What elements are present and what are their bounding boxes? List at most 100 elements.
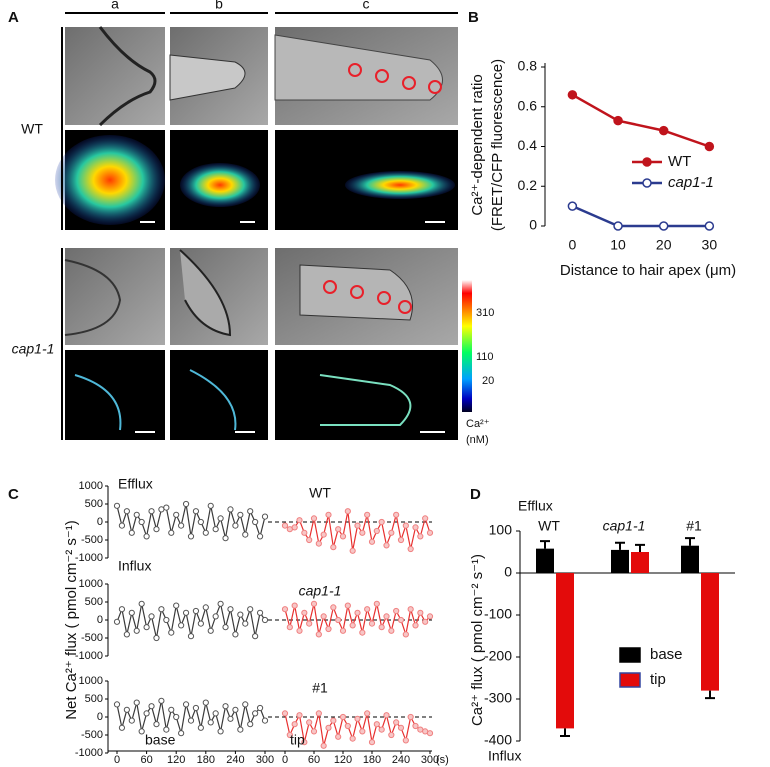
- y-tick-label: 1000: [79, 578, 103, 590]
- x-tick-label: 60: [308, 754, 320, 766]
- y-tick-label: 0.2: [518, 177, 538, 193]
- marker: [306, 620, 313, 627]
- marker: [148, 613, 155, 620]
- marker: [412, 524, 419, 531]
- y-tick-label: 1000: [79, 675, 103, 687]
- marker: [412, 622, 419, 629]
- marker: [296, 627, 303, 634]
- marker: [207, 719, 214, 726]
- y-tick-label: -1000: [75, 747, 103, 759]
- marker: [113, 502, 121, 509]
- marker: [422, 618, 429, 625]
- marker: [192, 704, 200, 712]
- marker: [128, 529, 135, 536]
- y-tick-label: 0: [97, 711, 103, 723]
- marker: [364, 511, 371, 518]
- marker: [658, 125, 669, 136]
- marker: [133, 699, 140, 706]
- marker: [148, 508, 155, 515]
- marker: [368, 538, 376, 545]
- marker: [256, 704, 264, 712]
- marker: [383, 712, 390, 719]
- marker: [252, 633, 259, 640]
- marker: [217, 728, 224, 735]
- marker: [143, 533, 150, 540]
- marker: [153, 634, 160, 642]
- marker: [422, 515, 429, 522]
- x-tick-label: 300: [421, 754, 439, 766]
- marker: [123, 508, 130, 515]
- marker: [397, 724, 405, 731]
- row-label: cap1-1: [12, 341, 55, 357]
- marker: [237, 611, 244, 618]
- marker: [202, 604, 209, 611]
- segment-label: base: [145, 732, 176, 748]
- category-label: cap1-1: [603, 518, 646, 534]
- bar: [536, 548, 554, 573]
- marker: [158, 606, 165, 613]
- y-tick-label: -500: [81, 534, 103, 546]
- panel-letter: D: [470, 486, 481, 503]
- marker: [325, 511, 332, 518]
- marker: [339, 533, 347, 540]
- marker: [286, 624, 293, 631]
- annotation: Efflux: [118, 476, 153, 492]
- marker: [187, 633, 195, 640]
- marker: [123, 631, 130, 638]
- colorbar-label: 110: [476, 351, 494, 363]
- marker: [373, 600, 380, 607]
- marker: [359, 728, 366, 735]
- bar: [701, 573, 719, 691]
- marker: [613, 115, 623, 126]
- annotation: Influx: [488, 748, 521, 764]
- marker: [354, 522, 361, 529]
- marker: [339, 627, 347, 634]
- y-axis-label: (FRET/CFP fluorescence): [489, 59, 506, 231]
- panel-letter: A: [8, 9, 19, 26]
- x-unit: (s): [436, 754, 449, 766]
- error-bar: [685, 537, 695, 546]
- marker: [296, 517, 303, 524]
- y-axis-label: Net Ca²⁺ flux ( pmol cm⁻² s⁻¹): [63, 520, 80, 720]
- marker: [310, 728, 318, 735]
- marker: [237, 511, 244, 518]
- marker: [397, 616, 405, 624]
- y-tick-label: -1000: [75, 552, 103, 564]
- marker: [242, 620, 249, 627]
- bar: [611, 549, 629, 573]
- marker: [182, 701, 190, 708]
- marker: [187, 533, 195, 540]
- marker: [704, 221, 715, 231]
- marker: [202, 699, 209, 706]
- marker: [383, 542, 390, 549]
- marker: [310, 515, 318, 522]
- marker: [291, 602, 298, 609]
- marker: [349, 622, 356, 629]
- marker: [315, 540, 322, 547]
- marker: [138, 600, 145, 607]
- x-tick-label: 240: [226, 754, 244, 766]
- marker: [138, 728, 145, 735]
- marker: [291, 524, 298, 531]
- marker: [344, 508, 351, 515]
- marker: [232, 631, 239, 638]
- marker: [359, 529, 366, 536]
- y-tick-label: -200: [484, 648, 512, 664]
- x-tick-label: 0: [568, 237, 576, 253]
- marker: [368, 739, 376, 746]
- y-tick-label: 0.4: [518, 137, 538, 153]
- y-tick-label: -100: [484, 606, 512, 622]
- marker: [237, 726, 244, 733]
- y-tick-label: 500: [85, 498, 103, 510]
- row-label: WT: [21, 121, 43, 137]
- marker: [113, 618, 121, 625]
- marker: [402, 522, 409, 529]
- colorbar-label: 20: [482, 375, 494, 387]
- marker: [393, 511, 400, 518]
- marker: [325, 625, 332, 633]
- marker: [182, 609, 190, 616]
- column-label: c: [363, 0, 370, 12]
- marker: [291, 721, 298, 728]
- marker: [359, 629, 366, 636]
- y-tick-label: 0.6: [518, 97, 538, 113]
